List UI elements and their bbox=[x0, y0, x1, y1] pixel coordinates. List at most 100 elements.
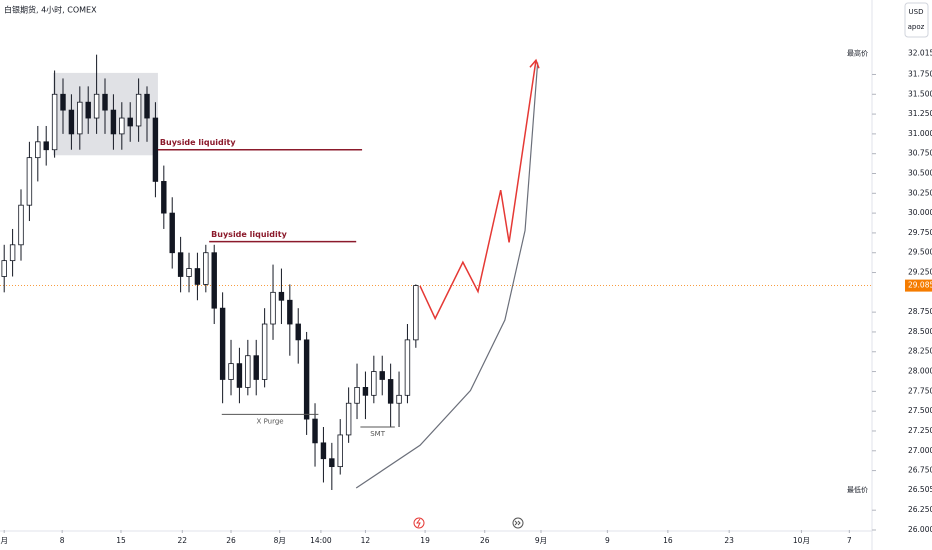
level-label: X Purge bbox=[257, 417, 284, 425]
level-label: Buyside liquidity bbox=[160, 138, 236, 147]
projection-line bbox=[419, 60, 537, 321]
y-tick-label: 30.500 bbox=[908, 168, 932, 177]
currency: USD bbox=[909, 8, 924, 16]
candle-body bbox=[186, 268, 192, 277]
y-tick-label: 31.000 bbox=[908, 129, 932, 138]
x-tick-label: 26 bbox=[480, 536, 490, 545]
y-tick-label: 28.250 bbox=[908, 347, 932, 356]
x-tick-label: 9月 bbox=[535, 536, 547, 545]
candle-body bbox=[35, 141, 41, 159]
candle-body bbox=[203, 252, 209, 285]
x-tick-label: 12 bbox=[361, 536, 371, 545]
candle-body bbox=[110, 109, 117, 135]
candle-body bbox=[236, 363, 243, 388]
price-label-box bbox=[873, 483, 932, 496]
price-label-name: 最低价 bbox=[847, 485, 868, 494]
price-label: 32.015 bbox=[908, 48, 932, 57]
y-tick-label: 30.750 bbox=[908, 149, 932, 158]
candle-body bbox=[18, 204, 24, 246]
candle-body bbox=[396, 394, 402, 404]
y-tick-label: 27.000 bbox=[908, 446, 932, 455]
candle-body bbox=[85, 101, 91, 119]
y-tick-label: 30.250 bbox=[908, 188, 932, 197]
candle-body bbox=[68, 109, 75, 135]
candle-body bbox=[245, 355, 251, 388]
x-tick-label: 月 bbox=[0, 536, 8, 545]
projection-arrowhead bbox=[529, 58, 540, 69]
candle-body bbox=[43, 141, 49, 151]
event-icon-bolt bbox=[416, 518, 421, 528]
x-tick-label: 8 bbox=[60, 536, 65, 545]
x-tick-label: 10月 bbox=[793, 536, 810, 545]
candle-body bbox=[371, 371, 377, 396]
event-icon-arrows bbox=[514, 520, 521, 526]
candle-body bbox=[169, 212, 175, 254]
chart-title: 白银期货, 4小时, COMEX bbox=[4, 5, 97, 15]
y-tick-label: 28.750 bbox=[908, 307, 932, 316]
candle-body bbox=[228, 363, 234, 380]
y-tick-label: 26.000 bbox=[908, 525, 932, 534]
candle-body bbox=[102, 93, 108, 111]
candle-body bbox=[312, 418, 318, 444]
x-tick-label: 9 bbox=[605, 536, 610, 545]
y-tick-label: 27.250 bbox=[908, 426, 932, 435]
candle-body bbox=[387, 379, 394, 404]
candle-body bbox=[135, 93, 142, 127]
candle-body bbox=[270, 291, 276, 325]
y-tick-label: 27.750 bbox=[908, 386, 932, 395]
candle-body bbox=[161, 181, 167, 214]
currency-box[interactable] bbox=[904, 2, 929, 38]
price-label-box bbox=[873, 47, 932, 60]
candle-body bbox=[119, 117, 125, 135]
x-tick-label: 15 bbox=[116, 536, 126, 545]
candle-body bbox=[320, 442, 327, 460]
y-tick-label: 29.250 bbox=[908, 268, 932, 277]
candle-body bbox=[26, 157, 33, 206]
level-label: SMT bbox=[370, 430, 385, 438]
candle-body bbox=[93, 93, 100, 119]
y-tick-label: 28.000 bbox=[908, 367, 932, 376]
candle-body bbox=[261, 323, 268, 380]
y-tick-label: 31.500 bbox=[908, 89, 932, 98]
y-tick-label: 29.750 bbox=[908, 228, 932, 237]
candle-body bbox=[219, 307, 226, 380]
candle-body bbox=[127, 117, 133, 127]
candle-body bbox=[253, 355, 259, 380]
candle-body bbox=[77, 101, 83, 135]
y-tick-label: 26.250 bbox=[908, 505, 932, 514]
candle-body bbox=[303, 339, 310, 420]
x-tick-label: 22 bbox=[178, 536, 188, 545]
y-tick-label: 30.000 bbox=[908, 208, 932, 217]
y-tick-label: 31.750 bbox=[908, 69, 932, 78]
candle-body bbox=[144, 93, 150, 119]
candle-body bbox=[194, 268, 201, 285]
curve-line bbox=[355, 62, 539, 489]
event-icon[interactable] bbox=[413, 517, 425, 529]
candle-body bbox=[354, 386, 360, 404]
x-tick-label: 7 bbox=[847, 536, 852, 545]
x-tick-label: 16 bbox=[663, 536, 673, 545]
price-label-name: 最高价 bbox=[847, 48, 868, 57]
candle-body bbox=[295, 323, 301, 341]
candle-body bbox=[329, 458, 335, 468]
candle-body bbox=[287, 299, 293, 325]
x-tick-label: 8月 bbox=[274, 536, 286, 545]
candle-body bbox=[152, 117, 159, 182]
event-icon[interactable] bbox=[512, 517, 524, 529]
x-tick-label: 23 bbox=[724, 536, 734, 545]
x-tick-label: 26 bbox=[226, 536, 236, 545]
price-label: 26.505 bbox=[908, 485, 932, 494]
y-tick-label: 28.500 bbox=[908, 327, 932, 336]
y-tick-label: 26.750 bbox=[908, 466, 932, 475]
candle-body bbox=[404, 339, 411, 396]
last-price-box bbox=[905, 279, 932, 292]
candle-body bbox=[51, 93, 58, 151]
candle-body bbox=[413, 285, 419, 341]
x-tick-label: 14:00 bbox=[310, 536, 332, 545]
y-tick-label: 31.250 bbox=[908, 109, 932, 118]
account: apoz bbox=[908, 23, 925, 31]
candle-body bbox=[9, 244, 16, 262]
candle-body bbox=[337, 434, 343, 468]
candle-body bbox=[379, 371, 385, 380]
